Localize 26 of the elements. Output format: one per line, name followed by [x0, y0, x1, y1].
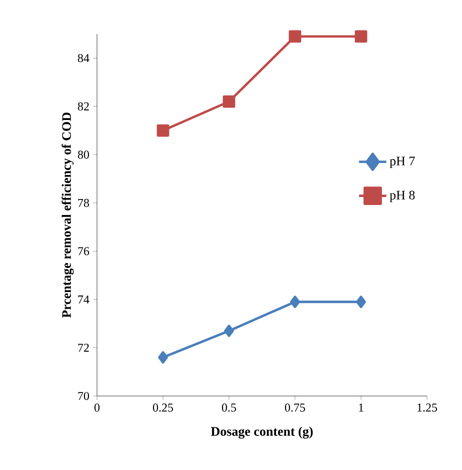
y-tick-label: 78 — [78, 198, 90, 207]
legend-label: pH 7 — [390, 156, 415, 168]
x-tick-label: 1.25 — [418, 404, 438, 412]
y-tick-label: 76 — [78, 247, 90, 256]
point — [158, 351, 168, 364]
y-tick-label: 84 — [78, 54, 90, 62]
x-tick-label: 0.75 — [284, 404, 306, 412]
point — [288, 30, 302, 43]
x-tick-label: 0.5 — [222, 404, 236, 412]
point — [156, 124, 170, 137]
y-tick-label: 74 — [78, 296, 90, 304]
legend-label: pH 8 — [390, 190, 415, 202]
x-tick-label: 0 — [94, 404, 100, 412]
y-tick-label: 82 — [78, 102, 89, 110]
x-tick-label: 0.25 — [152, 404, 174, 412]
point — [290, 296, 300, 308]
x-tick-label: 1 — [359, 404, 364, 412]
point — [354, 30, 368, 43]
point — [356, 296, 366, 308]
y-axis-title: Prcentage removal efficiency of COD — [62, 112, 74, 318]
point — [222, 95, 236, 108]
point — [224, 324, 234, 338]
y-tick-label: 70 — [78, 392, 90, 400]
y-tick-label: 72 — [78, 344, 89, 352]
x-axis-title: Dosage content (g) — [210, 426, 313, 439]
y-tick-label: 80 — [78, 150, 90, 159]
